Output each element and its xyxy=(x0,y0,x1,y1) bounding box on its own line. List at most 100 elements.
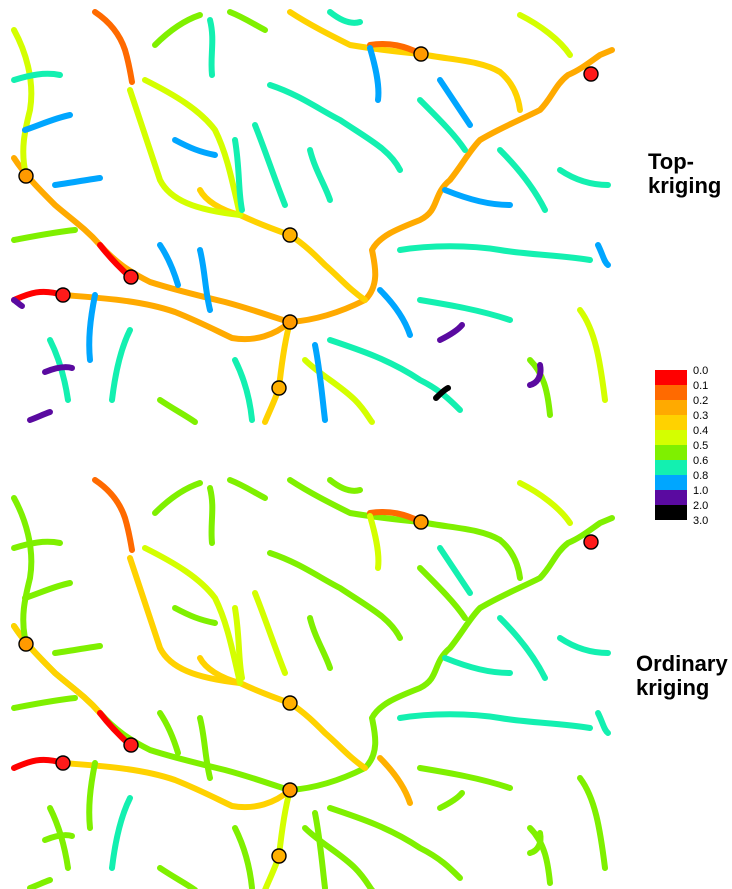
gauge-marker[interactable] xyxy=(413,46,429,62)
river-trib-west xyxy=(11,27,35,178)
legend-tick-label: 0.5 xyxy=(693,440,708,452)
river-trib-green-7 xyxy=(327,477,363,494)
river-trib-cyan-2 xyxy=(497,615,548,681)
river-trib-green-24 xyxy=(42,832,75,843)
river-trib-green-2 xyxy=(11,227,78,243)
river-trib-green-6 xyxy=(207,485,216,546)
legend-swatch xyxy=(655,400,687,415)
legend-tick-label: 1.0 xyxy=(693,485,708,497)
color-legend: 0.0 0.1 0.2 0.3 0.4 0.5 0.6 0.8 1.0 2.0 … xyxy=(655,365,708,527)
river-trib-green-25 xyxy=(527,830,544,856)
river-main-stem xyxy=(11,47,615,325)
river-trib-green-2 xyxy=(11,695,78,711)
river-trib-green-17 xyxy=(22,580,73,601)
river-trib-green-9 xyxy=(307,615,333,671)
river-trib-yg2 xyxy=(142,77,243,218)
river-trib-green-26 xyxy=(27,877,53,889)
river-trib-cyan-2 xyxy=(327,9,363,26)
legend-swatch xyxy=(655,370,687,385)
river-trib-green-15 xyxy=(232,825,255,889)
gauge-marker[interactable] xyxy=(583,66,599,82)
legend-swatch xyxy=(655,430,687,445)
legend-swatch xyxy=(655,475,687,490)
gauge-marker[interactable] xyxy=(55,755,71,771)
river-trib-blue-7 xyxy=(86,292,98,363)
river-trib-yg2 xyxy=(142,545,243,686)
legend-tick-label: 0.3 xyxy=(693,410,708,422)
river-trib-cyan-10 xyxy=(109,327,133,403)
river-trib-blue-10 xyxy=(312,342,328,423)
river-trib-cyan-12 xyxy=(497,147,548,213)
gauge-marker[interactable] xyxy=(271,380,287,396)
panel-label-line: Top- kriging xyxy=(648,149,722,198)
gauge-marker[interactable] xyxy=(282,314,298,330)
legend-tick-label: 2.0 xyxy=(693,500,708,512)
river-trib-cyan-3 xyxy=(557,635,611,656)
gauge-marker[interactable] xyxy=(282,695,298,711)
river-trib-cyan-14 xyxy=(11,70,63,83)
river-trib-green-16 xyxy=(172,605,218,626)
river-trib-cyan-13 xyxy=(417,97,468,153)
river-trib-green-23 xyxy=(437,790,465,811)
gauge-marker[interactable] xyxy=(271,848,287,864)
gauge-marker[interactable] xyxy=(18,636,34,652)
legend-swatch xyxy=(655,460,687,475)
gauge-marker[interactable] xyxy=(413,514,429,530)
gauge-marker[interactable] xyxy=(282,782,298,798)
gauge-marker[interactable] xyxy=(123,737,139,753)
river-trib-green-19 xyxy=(197,715,213,781)
river-trib-cyan-1 xyxy=(397,711,593,731)
river-trib-black xyxy=(433,385,451,401)
river-trib-n2 xyxy=(287,232,368,303)
river-trib-green-1 xyxy=(152,12,203,48)
legend-swatch xyxy=(655,415,687,430)
river-trib-yg4 xyxy=(232,605,245,681)
river-trib-blue-12 xyxy=(595,242,611,268)
river-trib-n2 xyxy=(287,700,368,771)
panel-label-ordinary-kriging: Ordinary kriging xyxy=(636,652,728,700)
gauge-marker[interactable] xyxy=(583,534,599,550)
river-trib-cyan-7 xyxy=(109,795,133,871)
river-trib-cyan-7 xyxy=(397,243,593,263)
river-trib-yg3 xyxy=(252,590,288,676)
river-trib-green-5 xyxy=(157,397,198,425)
river-trib-cyan-9 xyxy=(327,337,463,413)
river-trib-blue-2 xyxy=(172,137,218,158)
gauge-marker[interactable] xyxy=(123,269,139,285)
river-trib-se xyxy=(577,307,608,403)
river-trib-cyan-3 xyxy=(267,82,403,173)
legend-tick-label: 0.0 xyxy=(693,365,708,377)
river-trib-green-4 xyxy=(227,9,268,33)
river-trib-ss xyxy=(302,357,375,425)
legend-swatch xyxy=(655,505,687,520)
river-nw-orange xyxy=(92,477,135,553)
legend-tick-label: 0.8 xyxy=(693,470,708,482)
river-trib-cyan-5 xyxy=(437,545,473,596)
river-trib-green-21 xyxy=(86,760,98,831)
river-trib-green-4 xyxy=(227,477,268,501)
river-trib-se xyxy=(577,775,608,871)
legend-swatch xyxy=(655,490,687,505)
gauge-marker[interactable] xyxy=(55,287,71,303)
river-western-branch xyxy=(60,760,293,811)
river-trib-green-5 xyxy=(157,865,198,889)
river-trib-green-14 xyxy=(11,538,63,551)
river-trib-blue-9 xyxy=(377,287,413,338)
river-trib-west xyxy=(11,495,35,646)
river-trib-blue-11 xyxy=(437,77,473,128)
river-trib-green-11 xyxy=(327,805,463,881)
river-western-branch xyxy=(60,292,293,343)
river-trib-cyan-4 xyxy=(442,655,513,676)
panel-label-line: Ordinary kriging xyxy=(636,651,728,700)
river-trib-purple-5 xyxy=(27,409,53,423)
legend-tick-label: 0.4 xyxy=(693,425,708,437)
river-trib-green-10 xyxy=(417,765,513,791)
river-trib-green-18 xyxy=(52,643,103,656)
river-trib-ss xyxy=(302,825,375,889)
river-trib-blue-3 xyxy=(22,112,73,133)
top-kriging-map xyxy=(11,9,615,425)
gauge-marker[interactable] xyxy=(282,227,298,243)
gauge-marker[interactable] xyxy=(18,168,34,184)
river-main-stem xyxy=(11,515,615,793)
